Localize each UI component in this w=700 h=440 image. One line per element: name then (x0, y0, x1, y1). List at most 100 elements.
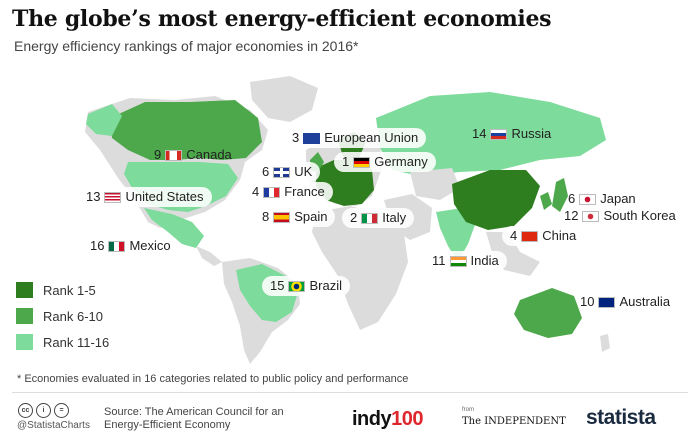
source-text: Source: The American Council for an Ener… (104, 406, 284, 431)
label-mexico: 16 Mexico (82, 236, 179, 256)
map-central-asia (410, 168, 460, 200)
name-uk: UK (294, 164, 313, 179)
rank-canada: 9 (154, 147, 162, 162)
label-france: 4 France (244, 182, 333, 202)
label-canada: 9 Canada (146, 145, 240, 165)
creative-commons-icons: cc i = (18, 403, 69, 418)
flag-mexico-icon (108, 240, 126, 252)
rank-france: 4 (252, 184, 260, 199)
name-china: China (542, 228, 577, 243)
statista-logo: statista (586, 406, 656, 429)
cc-icon: cc (18, 403, 33, 418)
flag-china-icon (521, 230, 539, 242)
footnote: * Economies evaluated in 16 categories r… (17, 373, 409, 385)
name-india: India (470, 253, 499, 268)
map-japan (552, 178, 568, 212)
by-icon: i (36, 403, 51, 418)
indy100-logo: indy100 (352, 408, 423, 431)
flag-india-icon (449, 255, 467, 267)
map-central-america (196, 246, 222, 266)
rank-australia: 10 (580, 294, 595, 309)
rank-china: 4 (510, 228, 518, 243)
label-australia: 10 Australia (572, 292, 678, 312)
rank-italy: 2 (350, 210, 358, 225)
legend-label-rank-6-10: Rank 6-10 (43, 308, 103, 324)
independent-from-label: from (462, 407, 474, 413)
label-european-union: 3 European Union (284, 128, 427, 148)
name-italy: Italy (382, 210, 407, 225)
rank-mexico: 16 (90, 238, 105, 253)
label-united-states: 13 United States (78, 187, 212, 207)
flag-italy-icon (361, 212, 379, 224)
name-france: France (284, 184, 325, 199)
rank-spain: 8 (262, 209, 270, 224)
map-africa (312, 206, 408, 330)
page-subtitle: Energy efficiency rankings of major econ… (14, 38, 359, 54)
rank-brazil: 15 (270, 278, 285, 293)
name-mexico: Mexico (129, 238, 171, 253)
label-china: 4 China (502, 226, 585, 246)
flag-australia-icon (598, 296, 616, 308)
nd-icon: = (54, 403, 69, 418)
label-india: 11 India (424, 251, 507, 271)
legend-item-rank-6-10: Rank 6-10 (16, 308, 109, 324)
label-germany: 1 Germany (334, 152, 436, 172)
label-brazil: 15 Brazil (262, 276, 350, 296)
label-japan: 6 Japan (560, 189, 644, 209)
flag-france-icon (263, 186, 281, 198)
label-russia: 14 Russia (464, 124, 559, 144)
flag-usa-icon (104, 191, 122, 203)
name-united-states: United States (125, 189, 204, 204)
legend-swatch-rank-6-10 (16, 308, 33, 324)
flag-japan-icon (579, 193, 597, 205)
name-spain: Spain (294, 209, 328, 224)
legend-label-rank-1-5: Rank 1-5 (43, 282, 96, 298)
rank-uk: 6 (262, 164, 270, 179)
flag-south-korea-icon (582, 210, 600, 222)
legend: Rank 1-5 Rank 6-10 Rank 11-16 (16, 282, 109, 360)
rank-japan: 6 (568, 191, 576, 206)
legend-item-rank-1-5: Rank 1-5 (16, 282, 109, 298)
name-japan: Japan (600, 191, 636, 206)
statista-handle: @StatistaCharts (17, 420, 90, 431)
rank-germany: 1 (342, 154, 350, 169)
name-south-korea: South Korea (603, 208, 676, 223)
legend-swatch-rank-11-16 (16, 334, 33, 350)
flag-brazil-icon (288, 280, 306, 292)
map-se-asia (486, 232, 540, 276)
flag-canada-icon (165, 149, 183, 161)
map-greenland (250, 76, 318, 122)
label-uk: 6 UK (254, 162, 321, 182)
rank-european-union: 3 (292, 130, 300, 145)
legend-label-rank-11-16: Rank 11-16 (43, 334, 110, 350)
independent-logo: The INDEPENDENT (462, 416, 566, 427)
rank-russia: 14 (472, 126, 487, 141)
name-australia: Australia (619, 294, 671, 309)
map-alaska (86, 104, 122, 136)
map-australia (514, 288, 582, 338)
flag-uk-icon (273, 166, 291, 178)
map-mexico (144, 208, 204, 248)
label-italy: 2 Italy (342, 208, 415, 228)
page-title: The globe’s most energy-efficient econom… (12, 6, 552, 32)
map-canada (110, 100, 262, 160)
label-spain: 8 Spain (254, 207, 336, 227)
rank-united-states: 13 (86, 189, 101, 204)
label-south-korea: 12 South Korea (556, 206, 684, 226)
name-russia: Russia (511, 126, 552, 141)
map-china (452, 170, 540, 230)
flag-eu-icon (303, 132, 321, 144)
name-european-union: European Union (324, 130, 419, 145)
indy100-logo-b: 100 (391, 408, 423, 430)
flag-germany-icon (353, 156, 371, 168)
name-germany: Germany (374, 154, 428, 169)
name-brazil: Brazil (309, 278, 342, 293)
flag-spain-icon (273, 211, 291, 223)
rank-india: 11 (432, 253, 446, 268)
rank-south-korea: 12 (564, 208, 579, 223)
flag-russia-icon (490, 128, 508, 140)
name-canada: Canada (186, 147, 232, 162)
indy100-logo-a: indy (352, 408, 392, 430)
footer-divider (12, 392, 688, 393)
map-new-zealand (600, 334, 610, 352)
